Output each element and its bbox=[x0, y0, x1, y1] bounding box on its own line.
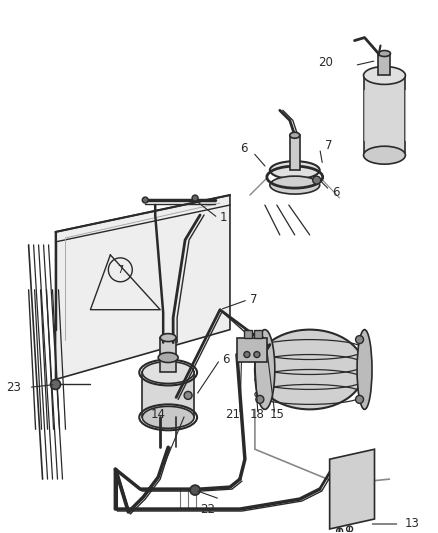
Circle shape bbox=[244, 352, 249, 358]
Ellipse shape bbox=[378, 51, 389, 56]
Circle shape bbox=[255, 336, 263, 344]
Circle shape bbox=[355, 336, 363, 344]
Polygon shape bbox=[55, 195, 230, 379]
Circle shape bbox=[190, 485, 200, 495]
Ellipse shape bbox=[160, 334, 176, 342]
Ellipse shape bbox=[289, 132, 299, 138]
Text: 20: 20 bbox=[317, 56, 332, 69]
Text: 7: 7 bbox=[249, 293, 257, 306]
Text: 7: 7 bbox=[117, 265, 123, 275]
Circle shape bbox=[184, 391, 192, 399]
Text: 21: 21 bbox=[224, 408, 240, 421]
Polygon shape bbox=[329, 449, 374, 529]
Ellipse shape bbox=[142, 406, 194, 429]
Ellipse shape bbox=[158, 352, 178, 362]
Ellipse shape bbox=[363, 146, 404, 164]
Ellipse shape bbox=[269, 176, 319, 194]
Bar bbox=[244, 329, 251, 337]
Bar bbox=[142, 373, 194, 417]
Text: 22: 22 bbox=[200, 503, 215, 515]
Ellipse shape bbox=[356, 329, 371, 409]
Ellipse shape bbox=[269, 161, 319, 179]
Ellipse shape bbox=[254, 329, 274, 409]
Bar bbox=[237, 337, 266, 361]
Ellipse shape bbox=[363, 67, 404, 84]
Ellipse shape bbox=[254, 329, 364, 409]
Bar bbox=[378, 53, 389, 76]
Circle shape bbox=[50, 379, 60, 390]
Circle shape bbox=[142, 197, 148, 203]
Text: 6: 6 bbox=[331, 185, 339, 199]
Bar bbox=[289, 135, 299, 170]
Bar bbox=[253, 329, 261, 337]
Circle shape bbox=[255, 395, 263, 403]
Text: 13: 13 bbox=[403, 518, 418, 530]
Circle shape bbox=[355, 395, 363, 403]
Text: 6: 6 bbox=[222, 353, 229, 366]
Text: 7: 7 bbox=[324, 139, 332, 152]
Circle shape bbox=[312, 176, 320, 184]
Bar bbox=[363, 76, 404, 155]
Text: 14: 14 bbox=[150, 408, 165, 421]
Text: 18: 18 bbox=[249, 408, 264, 421]
Text: 1: 1 bbox=[219, 212, 227, 224]
Ellipse shape bbox=[142, 361, 194, 383]
Circle shape bbox=[253, 352, 259, 358]
Text: 6: 6 bbox=[240, 142, 247, 155]
Text: 23: 23 bbox=[6, 381, 21, 394]
Text: 15: 15 bbox=[269, 408, 284, 421]
Circle shape bbox=[192, 195, 198, 201]
Bar bbox=[160, 337, 176, 373]
